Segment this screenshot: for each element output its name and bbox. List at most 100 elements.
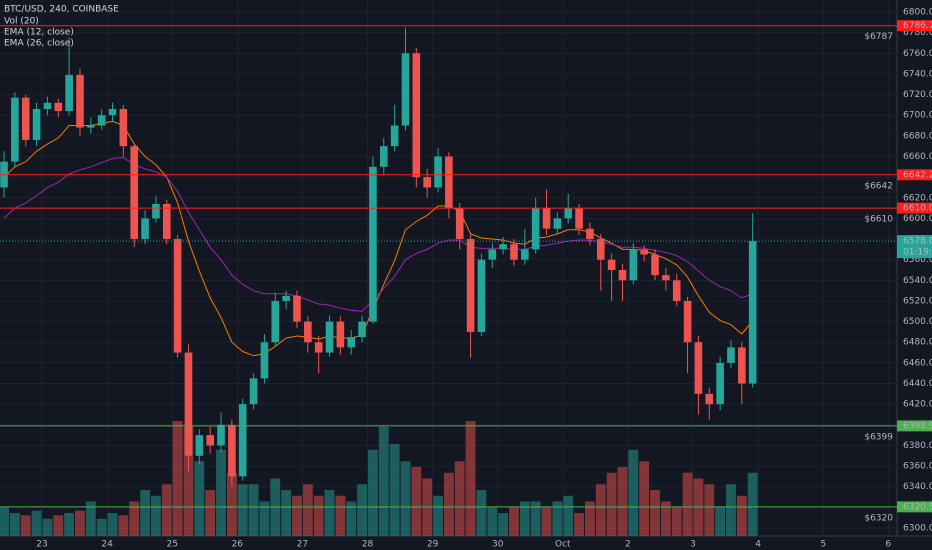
- y-tick-label: 6540.00: [903, 276, 932, 286]
- volume-bar: [107, 513, 118, 536]
- volume-bar: [509, 507, 519, 536]
- x-tick-label: 28: [362, 540, 374, 550]
- volume-bar: [389, 444, 400, 536]
- candle-body: [32, 109, 41, 140]
- volume-bar: [650, 490, 660, 536]
- candle-body: [445, 156, 453, 209]
- candle-body: [184, 352, 193, 456]
- volume-bar: [75, 510, 85, 536]
- candle-body: [716, 362, 724, 405]
- y-tick-label: 6740.00: [903, 69, 932, 79]
- ema-line: [3, 120, 754, 357]
- price-line-tag-bg: [897, 501, 932, 513]
- x-tick-label: 24: [101, 540, 113, 550]
- candle-body: [65, 74, 73, 112]
- volume-bar: [454, 461, 465, 536]
- candle-body: [282, 295, 290, 301]
- price-alert-label: $6642: [864, 181, 893, 191]
- volume-pane: [0, 421, 758, 536]
- x-tick-label: 29: [427, 540, 439, 550]
- chart-title: BTC/USD, 240, COINBASE: [4, 5, 119, 15]
- volume-bar: [552, 501, 563, 536]
- y-tick-label: 6800.00: [903, 8, 932, 18]
- candle-body: [325, 321, 334, 353]
- volume-bar: [281, 490, 292, 536]
- volume-bar: [64, 513, 75, 536]
- candle-body: [455, 208, 464, 240]
- candle-body: [607, 259, 616, 270]
- y-tick-label: 6360.00: [903, 462, 932, 472]
- ema-line: [3, 156, 753, 312]
- volume-bar: [346, 501, 357, 536]
- volume-bar: [476, 490, 487, 536]
- price-line-tag-bg: [897, 202, 932, 214]
- x-tick-label: 26: [232, 540, 244, 550]
- candle-body: [738, 347, 746, 384]
- volume-bar: [0, 507, 9, 536]
- volume-bar: [151, 495, 161, 536]
- volume-bar: [595, 484, 606, 536]
- price-alert-label: $6399: [864, 432, 893, 442]
- x-tick-label: 3: [690, 540, 696, 550]
- volume-bar: [411, 467, 422, 536]
- volume-bar: [237, 484, 248, 536]
- y-tick-label: 6560.00: [903, 255, 932, 265]
- candle-body: [596, 239, 605, 260]
- price-line-tag: 6642.28: [903, 170, 932, 180]
- candle-body: [11, 97, 19, 162]
- candle-body: [76, 74, 84, 128]
- candle-body: [564, 208, 573, 219]
- candle-body: [542, 208, 551, 229]
- x-tick-label: 2: [625, 540, 631, 550]
- candle-body: [488, 249, 497, 260]
- candle-body: [629, 249, 638, 281]
- y-tick-label: 6420.00: [903, 400, 932, 410]
- candle-body: [586, 228, 594, 240]
- volume-bar: [541, 507, 552, 536]
- candle-body: [141, 218, 149, 240]
- y-tick-label: 6780.00: [903, 28, 932, 38]
- y-tick-label: 6760.00: [903, 49, 932, 59]
- candle-body: [683, 300, 692, 343]
- x-tick-label: 30: [492, 540, 504, 550]
- volume-bar: [628, 449, 639, 536]
- price-line-tag-bg: [897, 420, 932, 432]
- candle-body: [477, 259, 486, 332]
- candle-body: [553, 218, 562, 229]
- y-tick-label: 6440.00: [903, 379, 932, 389]
- volume-bar: [357, 484, 367, 536]
- candle-body: [412, 53, 421, 178]
- y-tick-label: 6700.00: [903, 111, 932, 121]
- price-line-tag: 6320.50: [903, 502, 932, 512]
- y-tick-label: 6680.00: [903, 131, 932, 141]
- volume-bar: [682, 472, 693, 536]
- x-tick-label: 23: [36, 540, 47, 550]
- volume-bar: [498, 513, 509, 536]
- volume-bar: [487, 507, 498, 536]
- x-tick-label: 27: [297, 540, 308, 550]
- y-tick-label: 6380.00: [903, 441, 932, 451]
- candles: [0, 27, 757, 487]
- price-alert-label: $6787: [864, 32, 893, 42]
- volume-bar: [85, 501, 96, 536]
- volume-bar: [129, 501, 140, 536]
- candle-body: [423, 177, 431, 188]
- ema-lines: [3, 120, 754, 357]
- candle-body: [162, 203, 171, 240]
- volume-bar: [704, 484, 715, 536]
- volume-bar: [302, 484, 313, 536]
- candle-body: [217, 424, 225, 446]
- indicator-label: EMA (26, close): [4, 39, 74, 49]
- volume-bar: [20, 515, 31, 536]
- x-tick-label: 25: [166, 540, 177, 550]
- volume-bar: [736, 495, 747, 536]
- price-line-tag: 6610.00: [903, 204, 932, 214]
- volume-bar: [726, 484, 736, 536]
- candle-body: [97, 115, 106, 126]
- candle-body: [434, 156, 442, 188]
- volume-bar: [585, 501, 595, 536]
- volume-bar: [378, 426, 389, 536]
- last-price-tag-bg: [897, 235, 932, 259]
- candle-body: [727, 347, 735, 363]
